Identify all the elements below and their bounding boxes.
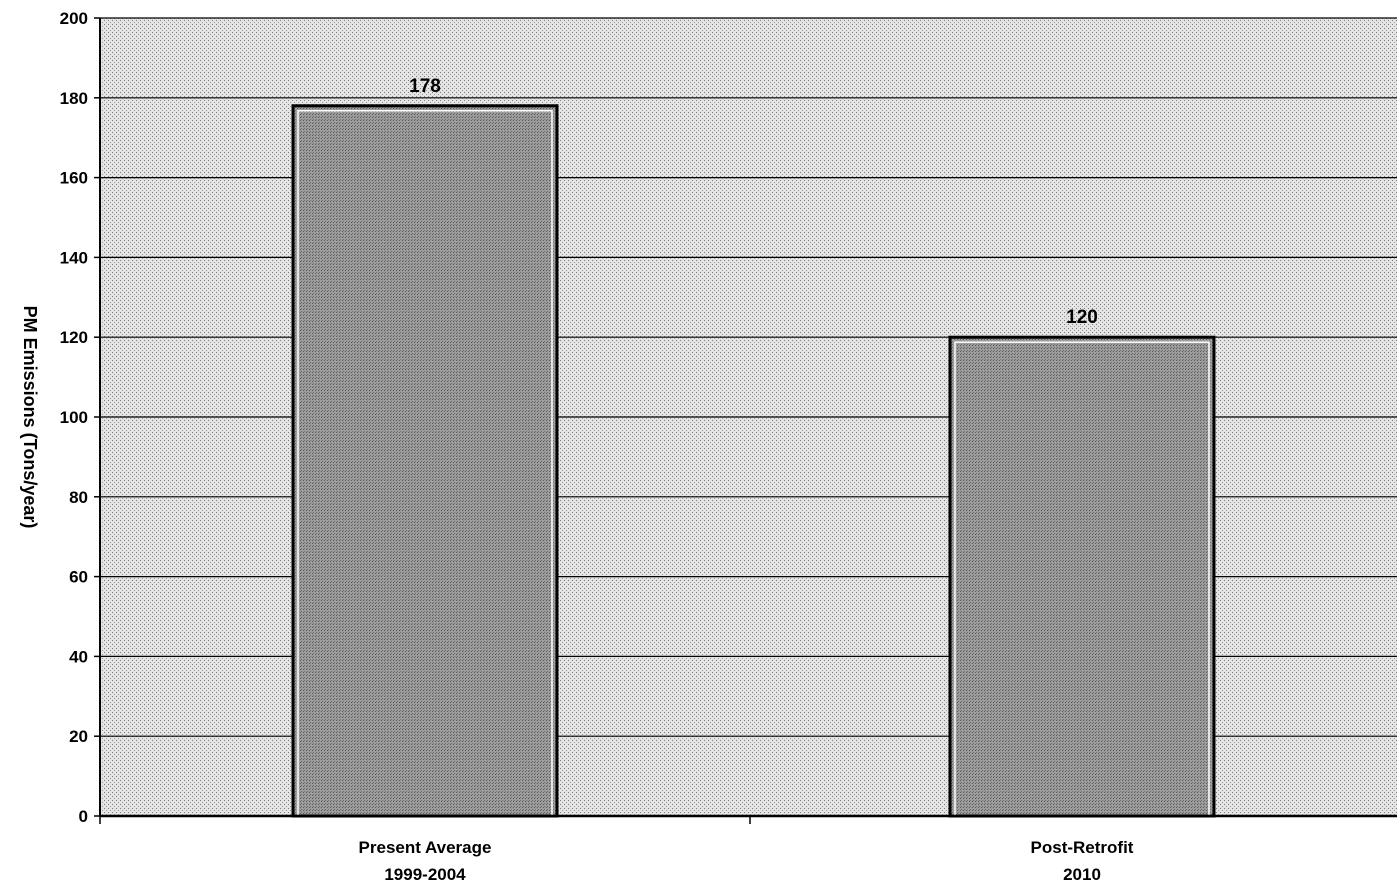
bar xyxy=(948,335,1216,818)
y-tick-label: 180 xyxy=(60,89,88,108)
y-tick-label: 200 xyxy=(60,9,88,28)
y-tick-label: 100 xyxy=(60,408,88,427)
bar xyxy=(291,104,559,818)
x-category-label: 1999-2004 xyxy=(384,865,466,884)
y-tick-label: 160 xyxy=(60,169,88,188)
y-tick-label: 40 xyxy=(69,647,88,666)
y-tick-label: 140 xyxy=(60,248,88,267)
x-category-label: Present Average xyxy=(359,838,492,857)
y-tick-label: 20 xyxy=(69,727,88,746)
axes xyxy=(99,18,1397,824)
bars xyxy=(291,104,1216,818)
data-label: 120 xyxy=(1066,307,1098,328)
y-tick-label: 0 xyxy=(79,807,88,826)
y-axis-title: PM Emissions (Tons/year) xyxy=(20,306,40,529)
y-tick-label: 60 xyxy=(69,568,88,587)
y-tick-label: 80 xyxy=(69,488,88,507)
data-label: 178 xyxy=(409,76,441,97)
y-tick-label: 120 xyxy=(60,328,88,347)
x-category-label: Post-Retrofit xyxy=(1031,838,1134,857)
labels: 0 20 40 60 80 100 120 140 160 180 200 178 Present Av… xyxy=(60,9,1134,884)
x-category-label: 2010 xyxy=(1063,865,1101,884)
